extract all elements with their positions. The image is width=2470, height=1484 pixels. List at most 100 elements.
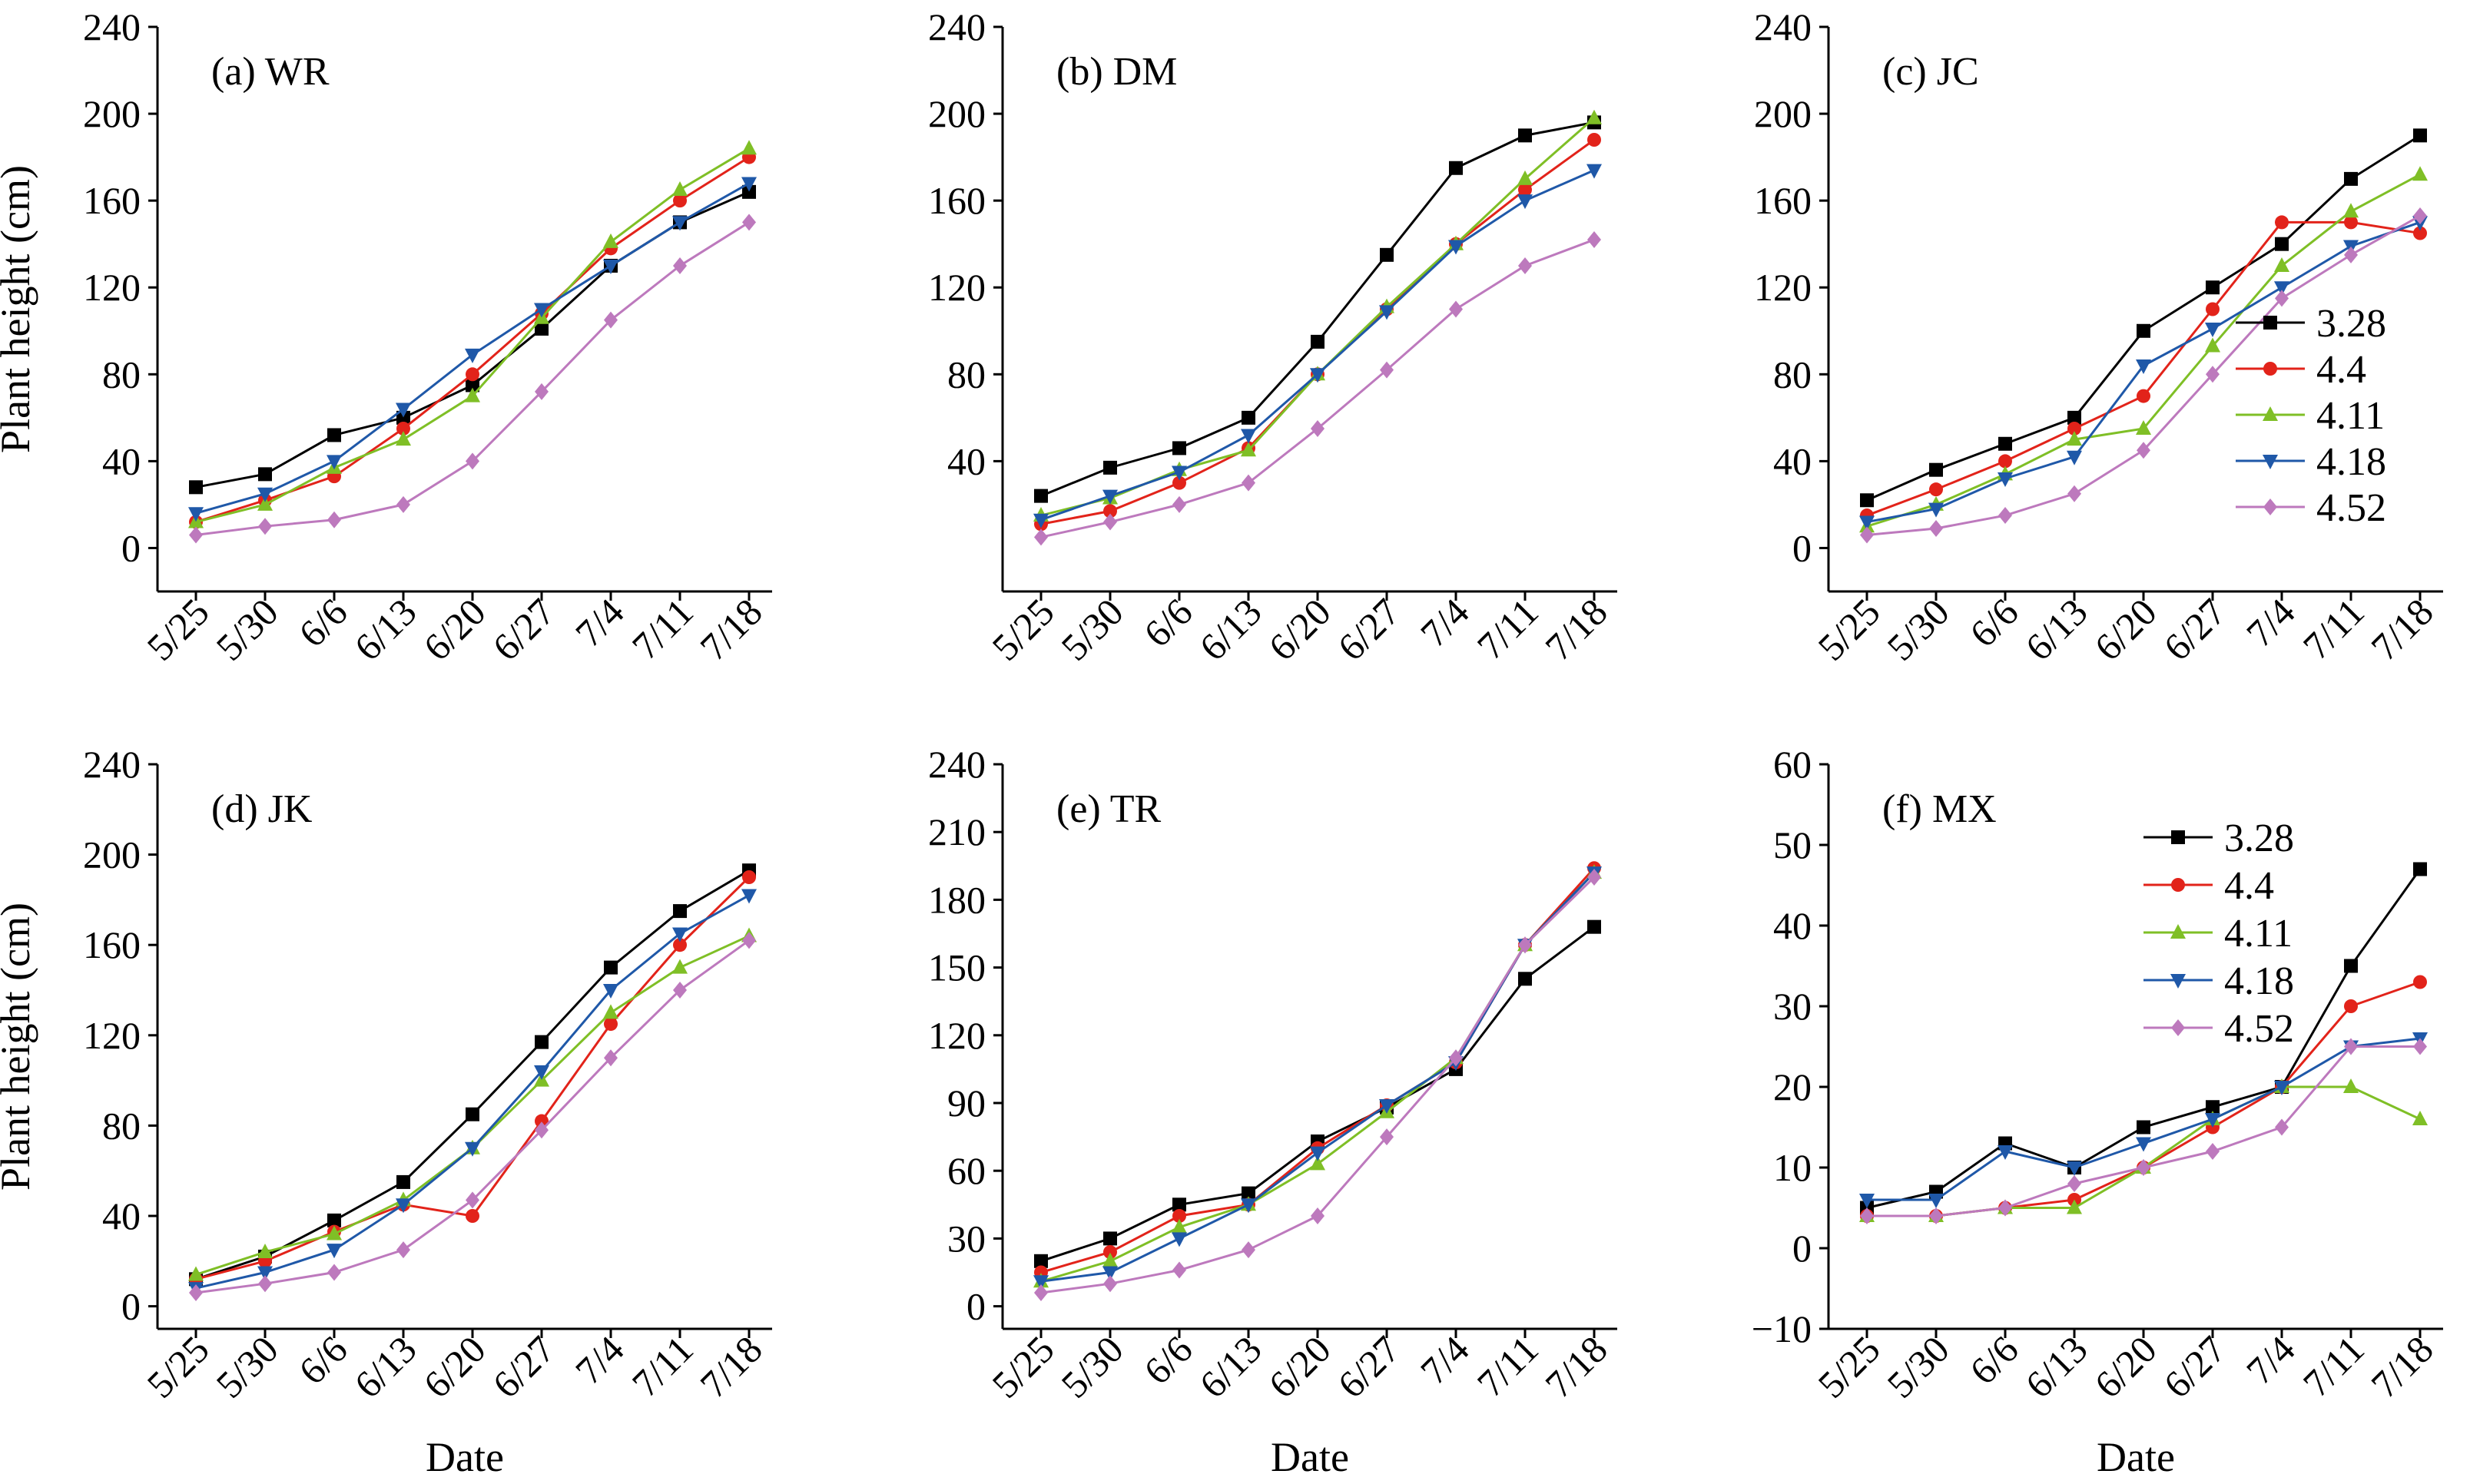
series-line [195,190,750,489]
data-point [1449,161,1463,175]
chart-panel-1: 0 40 80 120 160 200 240 5/255/30 6/66/136/206/27… [0,5,772,669]
data-point [2067,410,2081,425]
y-tick-label: 50 [1773,823,1812,866]
data-point [1929,482,1943,497]
data-point [1242,1186,1255,1201]
data-point [1448,240,1464,255]
data-point [2137,389,2150,403]
data-point [672,216,688,231]
series-3.28 [1034,115,1601,503]
y-tick-label: 30 [1773,985,1812,1028]
data-point [1172,1261,1186,1279]
series-4.18 [1033,164,1602,528]
data-point [535,1121,549,1139]
x-tick-label: 6/13 [1191,1327,1269,1406]
data-point [1172,1197,1186,1212]
data-point [396,495,410,513]
data-point [1102,489,1118,505]
y-tick-label: 10 [1773,1146,1812,1189]
legend-marker [2263,406,2278,421]
data-point [396,402,411,418]
data-point [534,1065,549,1080]
series-4.4 [1034,133,1601,532]
data-point [1241,442,1256,457]
data-point [2137,1159,2150,1176]
data-point [1928,502,1944,518]
legend-label: 4.52 [2224,1007,2294,1051]
legend-label: 4.11 [2224,912,2293,956]
y-tick-label: 0 [121,526,141,569]
y-tick-label: 180 [928,878,986,921]
x-tick-label: 7/11 [2295,590,2372,667]
data-point [1859,515,1875,531]
x-tick-label: 5/30 [1878,590,1957,668]
data-point [2274,281,2289,296]
data-point [257,495,273,511]
x-tick-label: 6/20 [415,1327,493,1406]
data-point [1998,436,2012,451]
data-point [1379,1098,1394,1114]
y-tick-label: 240 [928,743,986,786]
y-tick-label: 200 [928,92,986,135]
x-tick-label: 5/25 [983,1327,1062,1406]
data-point [1860,493,1874,508]
data-point [2344,171,2358,186]
x-tick-label: 6/27 [484,1327,562,1406]
x-tick-label: 6/6 [1136,1327,1201,1393]
data-point [1172,1232,1187,1247]
series-line [1866,868,2422,1209]
data-point [673,257,687,274]
x-tick-label: 6/20 [2086,590,2164,668]
data-point [327,1213,341,1227]
series-4.11 [188,927,757,1281]
data-point [2343,1078,2359,1093]
data-point [257,487,273,502]
x-tick-label: 7/4 [1412,1327,1477,1393]
data-point [1172,1209,1186,1223]
data-point [1103,1245,1117,1260]
legend: 3.284.44.114.184.52 [2236,302,2386,530]
data-point [1103,460,1117,475]
data-point [1034,489,1048,503]
data-point [2274,1081,2289,1095]
data-point [742,870,756,884]
data-point [2067,1175,2081,1192]
y-tick-label: 160 [928,179,986,222]
data-point [188,1266,204,1281]
data-point [1241,1198,1256,1214]
data-point [2206,1100,2220,1115]
data-point [673,904,687,919]
x-tick-label: 6/6 [290,590,356,655]
data-point [1172,465,1187,481]
legend-marker [2171,878,2185,892]
data-point [327,1225,342,1241]
data-point [2206,302,2220,316]
y-tick-label: 240 [83,5,141,48]
x-tick-label: 5/25 [983,590,1062,668]
data-point [741,140,757,155]
y-tick-label: 0 [966,1285,986,1328]
data-point [466,1209,479,1223]
y-tick-label: 120 [928,266,986,309]
data-point [396,1241,410,1259]
x-tick-label: 7/4 [567,590,632,655]
legend-label: 3.28 [2316,302,2386,346]
panel-title: (b) DM [1056,50,1177,94]
x-tick-label: 5/25 [138,1327,217,1406]
data-point [2413,226,2427,240]
series-line [1040,876,1596,1294]
series-4.4 [189,150,756,529]
series-4.18 [1859,216,2428,531]
series-4.52 [1034,869,1601,1301]
x-tick-label: 6/6 [290,1327,356,1393]
data-point [1172,495,1186,513]
data-point [1859,1194,1875,1208]
y-tick-label: 0 [1792,1227,1812,1270]
data-point [2137,1120,2150,1135]
data-point [327,428,341,442]
y-tick-label: 90 [947,1082,986,1125]
data-point [1449,300,1463,318]
x-axis-title: Date [1271,1434,1349,1480]
